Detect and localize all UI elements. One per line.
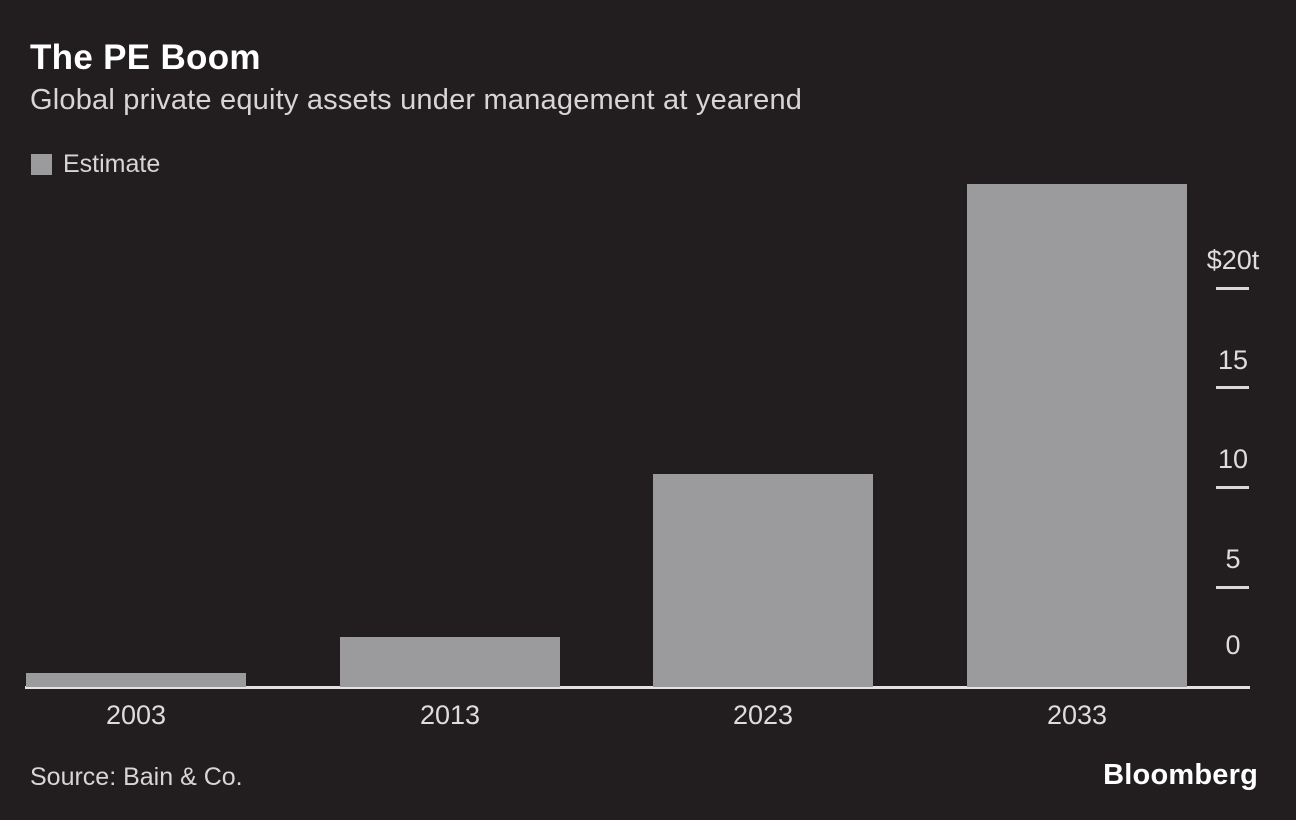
bar-2003 <box>26 673 246 687</box>
y-tick-label-0: 0 <box>1225 630 1241 660</box>
x-axis-label-2003: 2003 <box>105 700 167 730</box>
y-tick-15 <box>1216 386 1249 389</box>
chart-title: The PE Boom <box>30 38 261 77</box>
chart-subtitle: Global private equity assets under manag… <box>30 84 803 116</box>
y-tick-label-15: 15 <box>1217 345 1249 375</box>
x-axis-label-2033: 2033 <box>1046 700 1108 730</box>
bar-2023 <box>653 474 873 687</box>
bar-2013 <box>340 637 560 687</box>
y-tick-label-10: 10 <box>1217 444 1249 474</box>
legend-estimate-swatch <box>31 154 52 175</box>
legend: Estimate <box>31 150 160 179</box>
y-tick-5 <box>1216 586 1249 589</box>
x-axis-line <box>25 686 1250 689</box>
y-tick-10 <box>1216 486 1249 489</box>
bar-2033 <box>967 184 1187 687</box>
legend-estimate-label: Estimate <box>63 150 161 178</box>
y-tick-label-20: $20t <box>1206 245 1260 275</box>
x-axis-label-2013: 2013 <box>419 700 481 730</box>
y-tick-label-5: 5 <box>1225 544 1241 574</box>
y-tick-20 <box>1216 287 1249 290</box>
x-axis-label-2023: 2023 <box>732 700 794 730</box>
bloomberg-logo: Bloomberg <box>1103 759 1258 791</box>
source-note: Source: Bain & Co. <box>30 763 243 791</box>
